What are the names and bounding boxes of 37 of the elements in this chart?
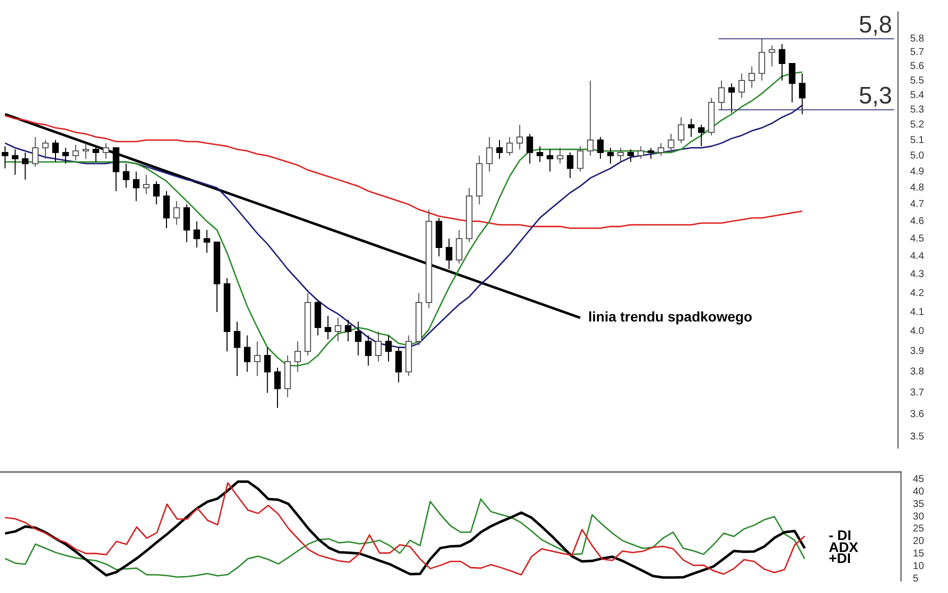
y-tick-label: 4.2: [910, 288, 924, 299]
y-tick-label: 5.3: [910, 104, 924, 116]
y-tick-label: 5.1: [910, 134, 924, 146]
series-label: linia trendu spadkowego: [588, 308, 752, 325]
y-tick-label: 3.8: [910, 366, 924, 378]
y-tick-label: 5.2: [910, 119, 924, 130]
y-tick-label: 4.8: [910, 182, 924, 194]
y-tick-label: 5.4: [910, 90, 924, 101]
y-tick-label: 30: [912, 511, 924, 522]
y-tick-label: 15: [912, 548, 924, 560]
y-tick-label: 5.6: [910, 61, 924, 72]
ref-line-label: 5,3: [858, 82, 892, 110]
y-tick-label: 4.3: [910, 269, 924, 280]
y-tick-label: 25: [912, 524, 924, 535]
y-tick-label: 5: [912, 573, 919, 584]
y-tick-label: 45: [912, 474, 924, 486]
y-tick-label: 4.9: [910, 166, 924, 178]
y-tick-label: 40: [912, 486, 924, 498]
y-tick-label: 20: [912, 536, 924, 548]
y-tick-label: 5.7: [910, 47, 924, 58]
y-tick-label: 4.0: [910, 326, 924, 338]
y-tick-label: 4.5: [910, 233, 924, 244]
y-tick-label: 5.8: [910, 33, 924, 44]
y-tick-label: 10: [912, 560, 924, 572]
y-tick-label: 3.7: [910, 388, 924, 399]
y-tick-label: 3.5: [910, 431, 924, 442]
y-tick-label: 4.6: [910, 216, 924, 228]
y-tick-label: 3.9: [910, 346, 924, 358]
y-tick-label: 5.0: [910, 150, 924, 162]
y-tick-label: 35: [912, 498, 924, 510]
ref-line-label: 5,8: [858, 11, 892, 38]
y-tick-label: 4.1: [910, 306, 924, 318]
y-tick-label: 4.7: [910, 199, 924, 210]
y-tick-label: 4.4: [910, 251, 924, 262]
y-tick-label: 3.6: [910, 409, 924, 420]
series-label: - DI: [828, 527, 852, 544]
y-tick-label: 5.5: [910, 75, 924, 86]
